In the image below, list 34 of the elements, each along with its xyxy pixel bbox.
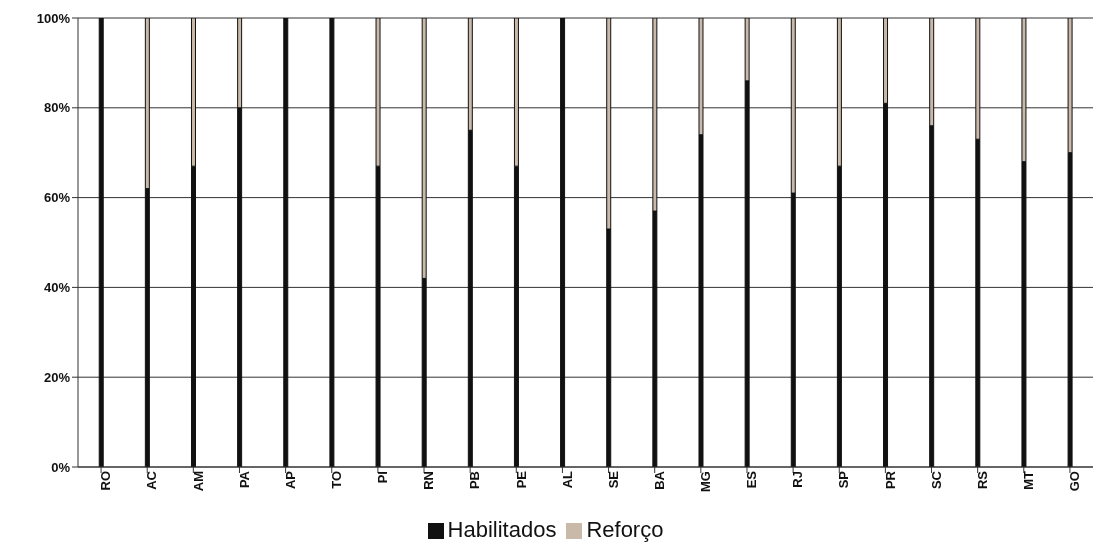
x-tick-label: RS: [974, 470, 990, 490]
y-tick-label: 100%: [36, 10, 71, 26]
x-tick-label: MT: [1021, 470, 1037, 490]
x-tick-label: BA: [651, 470, 667, 490]
y-tick-label: 40%: [43, 280, 71, 296]
x-tick-label: AP: [282, 470, 298, 490]
y-tick-label: 60%: [43, 190, 71, 206]
bar: [560, 18, 566, 467]
x-tick-label: AC: [144, 470, 160, 490]
legend-label: Habilitados: [447, 517, 557, 542]
y-tick-label: 80%: [43, 100, 71, 116]
x-tick-label: RJ: [790, 471, 806, 488]
x-tick-label: AL: [559, 470, 575, 489]
x-tick-label: TO: [328, 471, 344, 489]
x-tick-label: RN: [421, 471, 437, 490]
x-tick-label: AM: [190, 471, 206, 492]
legend-label: Reforço: [586, 517, 664, 542]
x-tick-label: PB: [467, 471, 483, 490]
x-tick-label: RO: [98, 471, 114, 491]
x-tick-label: PI: [375, 471, 391, 484]
x-tick-label: SP: [836, 470, 852, 489]
y-tick-label: 20%: [43, 369, 71, 385]
x-tick-label: GO: [1067, 471, 1083, 492]
x-tick-label: PE: [513, 470, 529, 489]
x-tick-label: ES: [744, 470, 760, 489]
bar: [283, 18, 289, 467]
x-tick-label: SE: [605, 470, 621, 489]
x-tick-label: SC: [928, 470, 944, 490]
bar: [329, 18, 335, 467]
y-tick-label: 0%: [51, 459, 71, 475]
bar: [98, 18, 104, 467]
x-tick-label: MG: [698, 471, 714, 492]
x-tick-label: PA: [236, 470, 252, 489]
x-tick-label: PR: [882, 470, 898, 490]
